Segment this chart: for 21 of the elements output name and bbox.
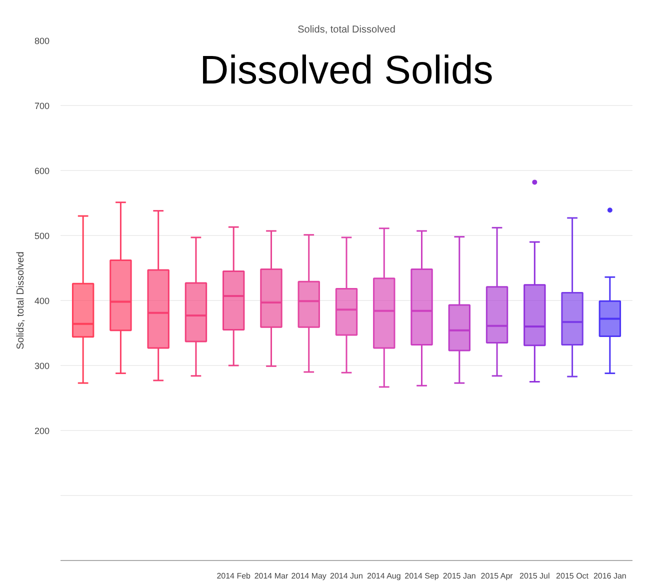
y-tick-label: 500 — [34, 231, 50, 241]
x-tick-label: 2016 Jan — [593, 572, 626, 580]
x-tick-label: 2014 May — [291, 572, 326, 580]
x-tick-label: 2015 Jul — [520, 572, 550, 580]
x-tick-label: 2015 Oct — [556, 572, 590, 580]
annotation: Dissolved Solids — [200, 48, 494, 92]
x-tick-label: 2014 Sep — [404, 572, 440, 580]
x-tick-label: 2014 Aug — [367, 572, 401, 580]
x-tick-label: 2014 Feb — [216, 572, 252, 580]
x-tick-label: 2015 Jan — [442, 572, 476, 580]
y-tick-label: 800 — [34, 36, 50, 46]
y-tick-label: 200 — [34, 426, 50, 436]
y-tick-label: 600 — [34, 166, 50, 176]
y-tick-label: 400 — [34, 296, 50, 306]
y-tick-label: 300 — [34, 361, 50, 371]
chart-title: Solids, total Dissolved — [298, 24, 396, 36]
x-tick-label: 2015 Apr — [480, 572, 514, 580]
y-axis-title: Solids, total Dissolved — [15, 252, 26, 350]
x-tick-label: 2014 Jun — [330, 572, 363, 580]
x-tick-label: 2014 Mar — [254, 572, 288, 580]
y-tick-label: 700 — [34, 101, 50, 111]
